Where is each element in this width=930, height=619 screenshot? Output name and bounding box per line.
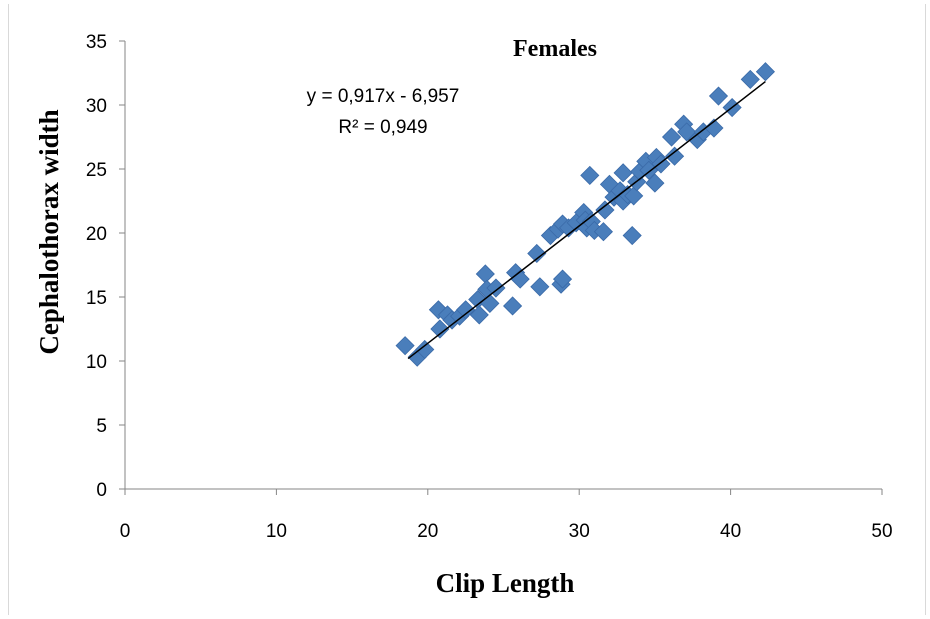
y-tick-label: 0 xyxy=(96,480,107,501)
y-tick-label: 35 xyxy=(86,32,107,53)
x-axis-title: Clip Length xyxy=(436,568,575,598)
data-point xyxy=(469,305,489,325)
data-point xyxy=(704,118,724,138)
data-point xyxy=(530,277,550,297)
data-point xyxy=(552,269,573,289)
data-point xyxy=(593,222,613,242)
data-point xyxy=(665,146,685,166)
y-axis-title: Cephalothorax width xyxy=(34,109,64,354)
x-tick-label: 0 xyxy=(120,521,131,542)
trendline-group xyxy=(407,80,766,360)
data-points xyxy=(395,62,775,367)
x-tick-labels: 0 10 20 30 40 50 xyxy=(120,489,893,542)
trendline-r-squared: R² = 0,949 xyxy=(338,117,427,138)
chart-title: Females xyxy=(513,36,597,62)
y-tick-label: 5 xyxy=(96,416,107,437)
data-point xyxy=(624,186,644,206)
y-tick-labels: 0 5 10 15 20 25 30 35 xyxy=(86,32,125,501)
trendline xyxy=(407,80,766,360)
data-point xyxy=(580,165,600,185)
y-tick-label: 15 xyxy=(86,288,107,309)
data-point xyxy=(661,127,682,147)
x-tick-label: 20 xyxy=(417,521,438,542)
data-point xyxy=(613,163,633,183)
data-point xyxy=(527,243,547,264)
data-point xyxy=(755,62,775,82)
data-point xyxy=(430,319,450,339)
x-tick-label: 50 xyxy=(871,521,892,542)
data-point xyxy=(622,225,642,246)
chart-frame xyxy=(8,4,926,615)
y-tick-label: 10 xyxy=(86,352,107,373)
y-tick-label: 30 xyxy=(86,96,107,117)
y-tick-label: 25 xyxy=(86,160,107,181)
data-point xyxy=(595,200,615,220)
axes xyxy=(124,41,882,490)
data-point xyxy=(708,86,729,106)
x-tick-label: 10 xyxy=(266,521,287,542)
y-tick-label: 20 xyxy=(86,224,107,245)
data-point xyxy=(475,264,495,284)
x-tick-label: 40 xyxy=(720,521,741,542)
data-point xyxy=(503,296,523,316)
data-point xyxy=(395,336,415,356)
data-point xyxy=(456,300,476,320)
data-point xyxy=(740,69,760,89)
data-point xyxy=(645,173,665,193)
x-tick-label: 30 xyxy=(569,521,590,542)
trendline-equation: y = 0,917x - 6,957 xyxy=(307,86,460,107)
data-point xyxy=(415,339,435,360)
